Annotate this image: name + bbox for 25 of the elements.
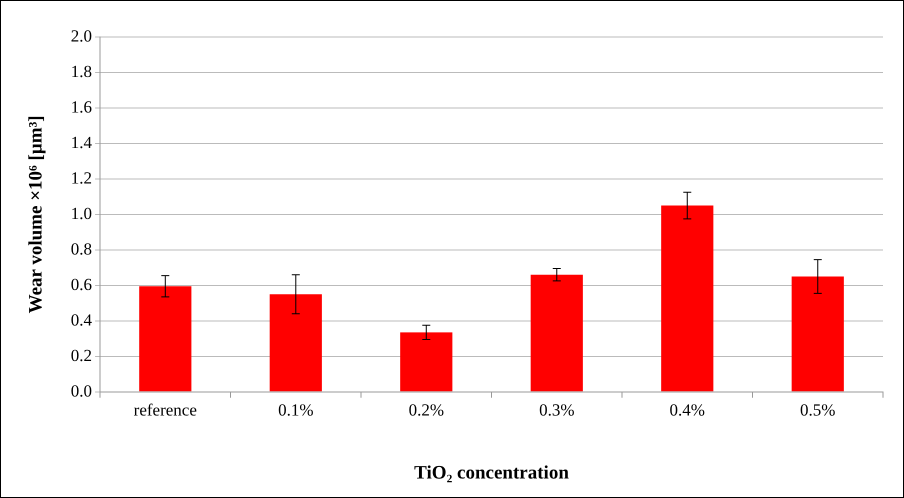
y-tick-label: 0.2 bbox=[70, 346, 92, 365]
y-tick-label: 1.4 bbox=[70, 132, 93, 152]
x-tick-label: 0.4% bbox=[670, 400, 705, 420]
y-tick-label: 0.8 bbox=[70, 239, 92, 258]
y-tick-label: 1.2 bbox=[70, 168, 92, 188]
x-tick-label: 0.5% bbox=[800, 400, 836, 420]
x-axis-title: TiO₂ concentration bbox=[414, 462, 570, 484]
y-tick-label: 0.4 bbox=[70, 310, 93, 330]
x-tick-label: reference bbox=[134, 400, 197, 420]
y-tick-label: 2.0 bbox=[70, 26, 92, 46]
x-tick-label: 0.3% bbox=[539, 400, 574, 420]
y-tick-label: 1.8 bbox=[70, 62, 92, 81]
y-tick-label: 0.6 bbox=[70, 274, 92, 294]
bar bbox=[270, 294, 322, 392]
bar bbox=[792, 276, 844, 392]
x-tick-label: 0.1% bbox=[278, 400, 314, 420]
bar bbox=[400, 332, 452, 392]
bar bbox=[661, 206, 714, 392]
x-tick-label: 0.2% bbox=[408, 400, 444, 420]
bar bbox=[530, 274, 583, 392]
bar bbox=[139, 286, 192, 392]
y-tick-label: 0.0 bbox=[70, 381, 92, 400]
y-tick-label: 1.6 bbox=[70, 97, 92, 116]
y-axis-title: Wear volume ×10⁶ [µm³] bbox=[25, 115, 46, 314]
y-tick-label: 1.0 bbox=[70, 204, 92, 223]
